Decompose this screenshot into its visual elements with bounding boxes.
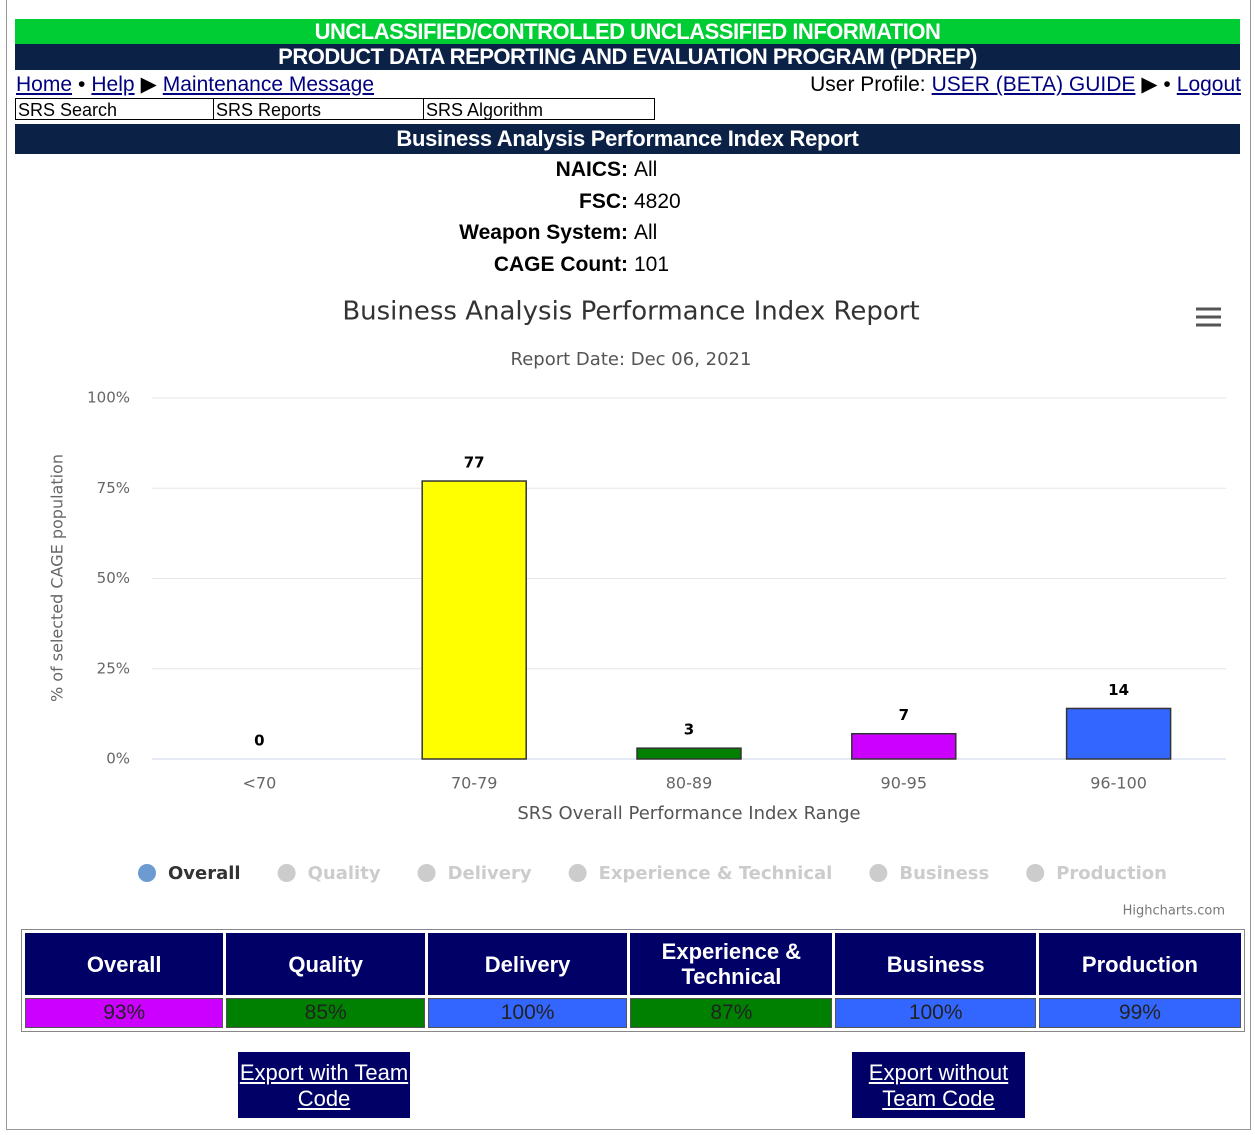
- table-header-cell: Business: [835, 933, 1036, 995]
- score-table: Overall Quality Delivery Experience & Techn…: [22, 930, 1244, 1031]
- data-label: 7: [899, 706, 909, 724]
- data-label: 0: [254, 732, 264, 750]
- classification-banner: UNCLASSIFIED/CONTROLLED UNCLASSIFIED INF…: [15, 19, 1240, 44]
- credits[interactable]: Highcharts.com: [1123, 904, 1225, 919]
- tab[interactable]: SRS Algorithm: [423, 98, 655, 120]
- nav-link[interactable]: USER (BETA) GUIDE: [931, 73, 1136, 96]
- nav-text: User Profile:: [810, 73, 926, 96]
- x-tick-label: 96-100: [1090, 774, 1147, 793]
- y-axis-title: % of selected CAGE population: [48, 454, 67, 702]
- table-cell: 93%: [25, 998, 224, 1028]
- nav-link[interactable]: Help: [91, 73, 135, 96]
- data-label: 77: [464, 454, 485, 472]
- bar: [421, 480, 527, 760]
- table-header-cell: Experience & Technical: [630, 933, 833, 995]
- info-value: All: [634, 221, 658, 244]
- legend-symbol[interactable]: [417, 864, 436, 882]
- menu-icon[interactable]: [1196, 307, 1221, 327]
- table-header-cell: Delivery: [427, 933, 628, 995]
- bar: [1065, 707, 1172, 760]
- y-tick-label: 100%: [87, 389, 130, 407]
- legend-item[interactable]: Business: [899, 863, 989, 884]
- nav-text: ▶: [140, 73, 157, 96]
- nav-text: ▶ •: [1141, 73, 1171, 96]
- legend-item[interactable]: Quality: [308, 863, 381, 884]
- legend-item[interactable]: Experience & Technical: [599, 863, 833, 884]
- legend-symbol[interactable]: [277, 864, 296, 882]
- nav-link[interactable]: Logout: [1176, 73, 1241, 96]
- y-tick-label: 0%: [106, 750, 130, 768]
- info-value: 101: [634, 252, 670, 276]
- export-button[interactable]: Export without Team Code: [852, 1052, 1025, 1118]
- legend-symbol[interactable]: [1026, 864, 1045, 882]
- bar: [636, 747, 742, 760]
- nav-left: Home • Help ▶ Maintenance Message: [16, 72, 380, 97]
- table-header-cell: Quality: [226, 933, 425, 995]
- table-cell: 99%: [1038, 998, 1241, 1028]
- table-header-cell: Overall: [25, 933, 224, 995]
- nav-right: User Profile: USER (BETA) GUIDE ▶ • Logout: [810, 72, 1247, 97]
- legend-item[interactable]: Production: [1056, 863, 1167, 884]
- y-tick-label: 25%: [97, 659, 130, 677]
- table-cell: 87%: [630, 998, 833, 1028]
- legend-symbol[interactable]: [138, 864, 156, 882]
- legend-symbol[interactable]: [869, 864, 888, 882]
- info-value: All: [634, 158, 658, 181]
- info-label: CAGE Count:: [493, 252, 628, 276]
- chart-subtitle: Report Date: Dec 06, 2021: [511, 349, 752, 370]
- y-tick-label: 75%: [97, 479, 130, 497]
- chart-title: Business Analysis Performance Index Repo…: [342, 297, 919, 327]
- table-cell: 100%: [427, 998, 628, 1028]
- x-tick-label: 90-95: [881, 774, 928, 793]
- nav-link[interactable]: Maintenance Message: [162, 73, 375, 96]
- x-tick-label: 80-89: [666, 774, 713, 793]
- legend-item[interactable]: Overall: [168, 863, 241, 884]
- info-label: NAICS:: [555, 158, 628, 181]
- x-axis-title: SRS Overall Performance Index Range: [517, 803, 860, 824]
- info-value: 4820: [634, 189, 681, 213]
- x-tick-label: 70-79: [451, 774, 498, 793]
- table-cell: 100%: [835, 998, 1036, 1028]
- page-frame: [6, 0, 1251, 1130]
- export-button[interactable]: Export with Team Code: [238, 1052, 410, 1118]
- x-tick-label: <70: [243, 774, 277, 793]
- y-tick-label: 50%: [97, 569, 130, 587]
- data-label: 14: [1108, 681, 1129, 699]
- data-label: 3: [684, 721, 694, 739]
- info-label: FSC:: [579, 189, 628, 213]
- score-table-frame: Overall Quality Delivery Experience & Techn…: [21, 929, 1245, 1032]
- nav-text: •: [78, 73, 86, 96]
- nav-link[interactable]: Home: [16, 73, 73, 96]
- info-label: Weapon System:: [459, 221, 628, 244]
- program-banner: PRODUCT DATA REPORTING AND EVALUATION PR…: [15, 44, 1240, 70]
- legend-symbol[interactable]: [568, 864, 587, 882]
- bar: [851, 732, 957, 760]
- legend-item[interactable]: Delivery: [448, 863, 532, 884]
- table-cell: 85%: [226, 998, 425, 1028]
- report-header: Business Analysis Performance Index Repo…: [15, 124, 1240, 154]
- chart: Business Analysis Performance Index Repo…: [48, 297, 1226, 919]
- table-header-cell: Production: [1038, 933, 1241, 995]
